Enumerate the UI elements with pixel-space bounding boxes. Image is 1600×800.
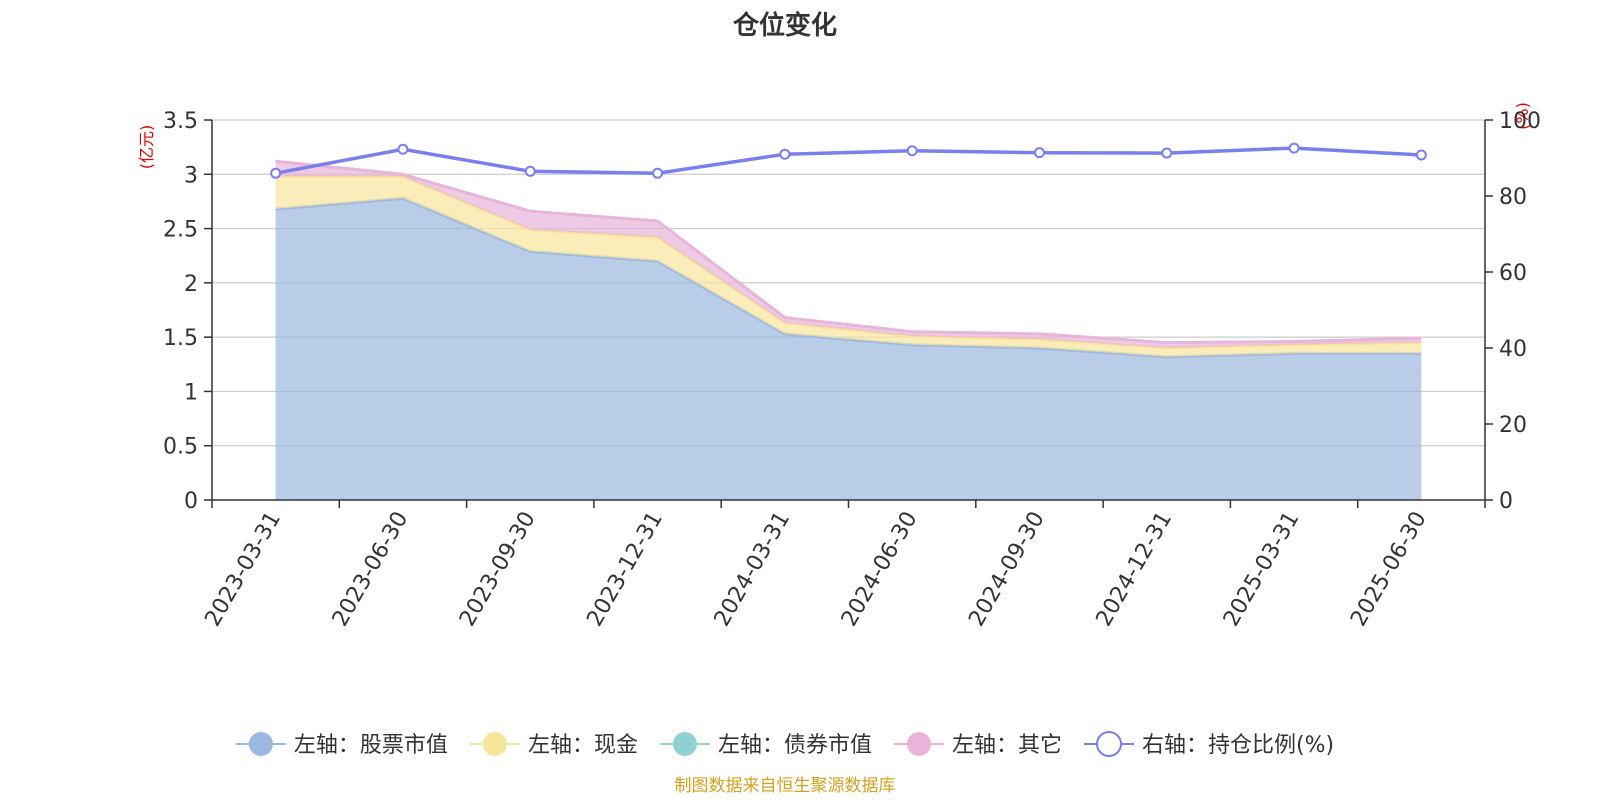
left-tick-label: 1 [184,380,198,405]
legend-label: 左轴：债券市值 [718,733,872,758]
line-series [270,142,1427,179]
left-tick-label: 3 [184,163,198,188]
line-point [524,165,536,177]
area-左轴：现金 [275,176,1422,357]
x-tick-label: 2023-06-30 [328,508,414,631]
line-point [1415,149,1427,161]
line-point [270,167,282,179]
legend-marker [906,732,931,756]
legend-marker [482,732,507,756]
left-tick-label: 0.5 [163,435,198,460]
chart-title: 仓位变化 [732,10,837,41]
line-point [779,148,791,160]
legend-item[interactable]: 左轴：股票市值 [235,732,448,758]
right-tick-label: 60 [1499,261,1527,286]
x-tick-label: 2025-06-30 [1346,508,1432,631]
x-tick-label: 2023-09-30 [455,508,541,631]
right-axis-label: (%) [1513,102,1532,130]
legend-marker [248,732,273,756]
line-point [652,167,664,179]
right-tick-label: 100 [1499,109,1541,134]
line-右轴：持仓比例(%) [275,146,1422,175]
right-tick-label: 40 [1499,337,1527,362]
x-tick-label: 2024-09-30 [964,508,1050,631]
legend-item[interactable]: 左轴：现金 [469,732,638,758]
left-tick-label: 0 [184,489,198,514]
data-source-note: 制图数据来自恒生聚源数据库 [675,776,896,796]
area-series [275,159,1422,500]
legend-marker [672,732,697,756]
left-axis-label: (亿元) [137,125,156,170]
area-line-左轴：其它 [275,159,1422,345]
left-tick-label: 1.5 [163,326,198,351]
x-tick-label: 2024-06-30 [837,508,923,631]
legend-item[interactable]: 左轴：债券市值 [659,732,872,758]
legend-marker [1095,731,1122,757]
line-point [906,145,918,157]
left-tick-label: 3.5 [163,109,198,134]
legend-label: 左轴：其它 [952,733,1062,758]
legend-label: 左轴：现金 [528,733,638,758]
x-tick-label: 2025-03-31 [1219,508,1305,631]
x-tick-label: 2023-03-31 [200,508,286,631]
right-tick-label: 0 [1499,489,1513,514]
legend-label: 右轴：持仓比例(%) [1142,733,1334,758]
line-point [397,143,409,155]
area-左轴：股票市值 [275,198,1422,500]
right-tick-label: 80 [1499,185,1527,210]
line-point [1288,142,1300,154]
legend-item[interactable]: 右轴：持仓比例(%) [1083,731,1334,758]
x-tick-label: 2023-12-31 [582,508,668,631]
left-tick-label: 2 [184,272,198,297]
line-point [1033,147,1045,159]
x-tick-label: 2024-12-31 [1092,508,1178,631]
line-point [1161,147,1173,159]
left-tick-label: 2.5 [163,218,198,243]
right-tick-label: 20 [1499,413,1527,438]
x-tick-label: 2024-03-31 [710,508,796,631]
legend-item[interactable]: 左轴：其它 [893,732,1062,758]
legend-label: 左轴：股票市值 [294,733,448,758]
legend: 左轴：股票市值 左轴：现金 左轴：债券市值 左轴：其它 右轴：持仓比例(%) [235,731,1334,758]
